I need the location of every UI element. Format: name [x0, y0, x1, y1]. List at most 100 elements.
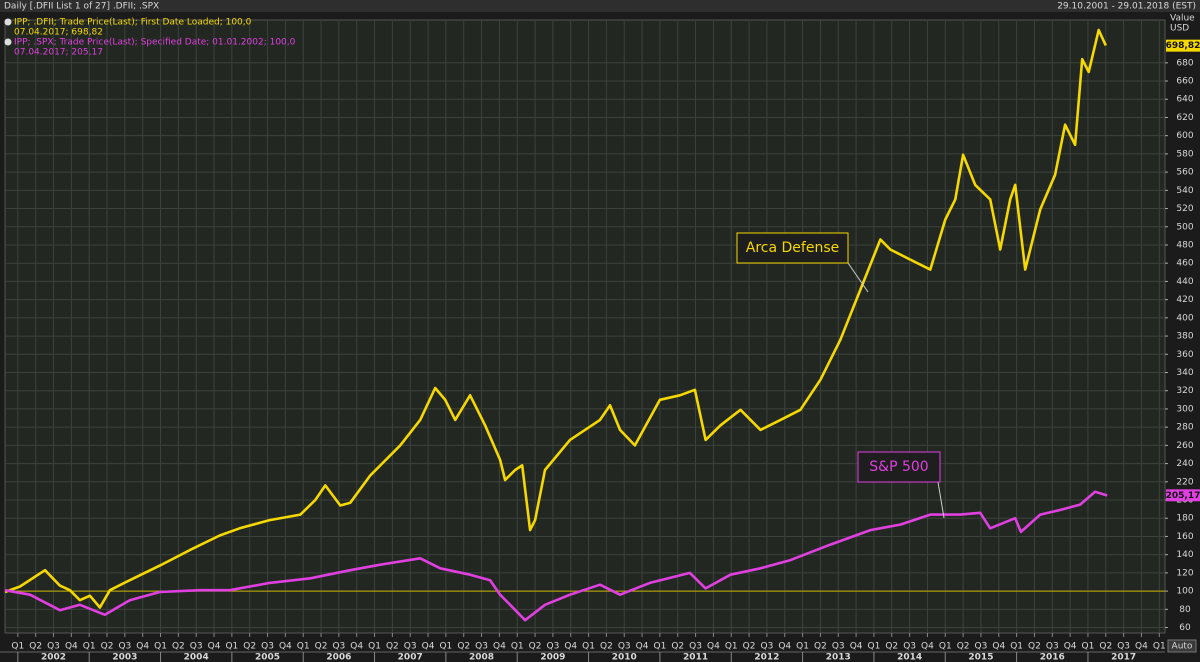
y-tick-label: 360 [1176, 350, 1193, 360]
x-tick-label: Q3 [47, 642, 60, 652]
x-tick-label: Q2 [600, 642, 613, 652]
legend-detail: 07.04.2017; 205,17 [14, 48, 103, 58]
annotation-box [857, 451, 941, 483]
y-tick-label: 400 [1176, 313, 1193, 323]
x-tick-label: Q1 [1082, 642, 1095, 652]
x-tick-label: Q3 [1117, 642, 1130, 652]
annotation-box [736, 232, 849, 264]
x-tick-label: Q4 [564, 642, 577, 652]
x-tick-label: Q3 [832, 642, 845, 652]
x-tick-label: Q3 [404, 642, 417, 652]
y-tick-label: 680 [1176, 58, 1193, 68]
y-axis-label: USD [1170, 24, 1189, 34]
year-label: 2012 [754, 653, 779, 662]
x-tick-label: Q2 [1099, 642, 1112, 652]
y-tick-label: 240 [1176, 459, 1193, 469]
year-label: 2004 [184, 653, 209, 662]
year-label: 2017 [1111, 653, 1136, 662]
series-line [4, 28, 1107, 609]
x-tick-label: Q3 [689, 642, 702, 652]
y-tick-label: 460 [1176, 259, 1193, 269]
x-tick-label: Q4 [992, 642, 1005, 652]
legend-icon [4, 18, 12, 26]
x-tick-label: Q4 [65, 642, 78, 652]
y-tick-label: 160 [1176, 532, 1193, 542]
y-tick-label: 140 [1176, 550, 1193, 560]
y-tick-label: 280 [1176, 423, 1193, 433]
annotation-pointer [937, 481, 945, 519]
year-label: 2006 [326, 653, 351, 662]
x-tick-label: Q4 [636, 642, 649, 652]
annotation-text: S&P 500 [869, 459, 928, 475]
x-tick-label: Q1 [725, 642, 738, 652]
year-label: 2016 [1040, 653, 1065, 662]
x-tick-label: Q3 [261, 642, 274, 652]
x-tick-label: Q3 [190, 642, 203, 652]
y-tick-label: 260 [1176, 441, 1193, 451]
x-tick-label: Q2 [243, 642, 256, 652]
legend-entry: IPP; .DFII; Trade Price(Last); First Dat… [14, 18, 252, 28]
x-tick-label: Q1 [154, 642, 167, 652]
year-label: 2003 [112, 653, 137, 662]
x-tick-label: Q1 [225, 642, 238, 652]
annotation-pointer [847, 262, 869, 293]
year-label: 2009 [540, 653, 565, 662]
y-tick-label: 480 [1176, 240, 1193, 250]
year-label: 2015 [968, 653, 993, 662]
y-tick-label: 120 [1176, 568, 1193, 578]
year-label: 2002 [41, 653, 66, 662]
x-tick-label: Q4 [921, 642, 934, 652]
y-tick-label: 60 [1179, 623, 1191, 633]
plot-area [4, 19, 1166, 634]
year-label: 2011 [683, 653, 708, 662]
x-tick-label: Q1 [1153, 642, 1166, 652]
x-tick-label: Q1 [868, 642, 881, 652]
x-tick-label: Q1 [368, 642, 381, 652]
y-tick-label: 560 [1176, 168, 1193, 178]
x-tick-label: Q3 [618, 642, 631, 652]
x-tick-label: Q1 [796, 642, 809, 652]
y-tick-label: 520 [1176, 204, 1193, 214]
x-tick-label: Q1 [511, 642, 524, 652]
x-tick-label: Q2 [1028, 642, 1041, 652]
x-tick-label: Q3 [761, 642, 774, 652]
y-tick-label: 640 [1176, 95, 1193, 105]
x-tick-label: Q4 [1064, 642, 1077, 652]
x-tick-label: Q2 [671, 642, 684, 652]
x-tick-label: Q4 [422, 642, 435, 652]
x-tick-label: Q4 [208, 642, 221, 652]
x-tick-label: Q3 [1046, 642, 1059, 652]
y-tick-label: 80 [1179, 605, 1191, 615]
legend-icon [4, 38, 12, 46]
x-tick-label: Q4 [350, 642, 363, 652]
auto-button[interactable] [1167, 639, 1197, 653]
y-tick-label: 320 [1176, 386, 1193, 396]
x-tick-label: Q3 [332, 642, 345, 652]
y-tick-label: 620 [1176, 113, 1193, 123]
year-label: 2014 [897, 653, 922, 662]
x-tick-label: Q2 [885, 642, 898, 652]
x-tick-label: Q2 [743, 642, 756, 652]
x-tick-label: Q4 [279, 642, 292, 652]
y-tick-label: 180 [1176, 514, 1193, 524]
last-value-label: 698,82 [1166, 41, 1200, 51]
legend-detail: 07.04.2017; 698,82 [14, 28, 103, 38]
auto-button-label[interactable]: Auto [1172, 642, 1193, 652]
x-tick-label: Q4 [1135, 642, 1148, 652]
x-tick-label: Q4 [850, 642, 863, 652]
last-value-tag [1166, 39, 1200, 52]
year-label: 2010 [612, 653, 637, 662]
year-label: 2005 [255, 653, 280, 662]
y-tick-label: 420 [1176, 295, 1193, 305]
y-tick-label: 580 [1176, 149, 1193, 159]
last-value-label: 205,17 [1166, 491, 1200, 501]
x-tick-label: Q3 [118, 642, 131, 652]
x-tick-label: Q1 [11, 642, 24, 652]
last-value-tag [1166, 489, 1200, 502]
year-label: 2013 [826, 653, 851, 662]
y-tick-label: 440 [1176, 277, 1193, 287]
chart-title: Daily [.DFII List 1 of 27] .DFII; .SPX [4, 2, 159, 12]
x-tick-label: Q1 [83, 642, 96, 652]
y-tick-label: 660 [1176, 77, 1193, 87]
